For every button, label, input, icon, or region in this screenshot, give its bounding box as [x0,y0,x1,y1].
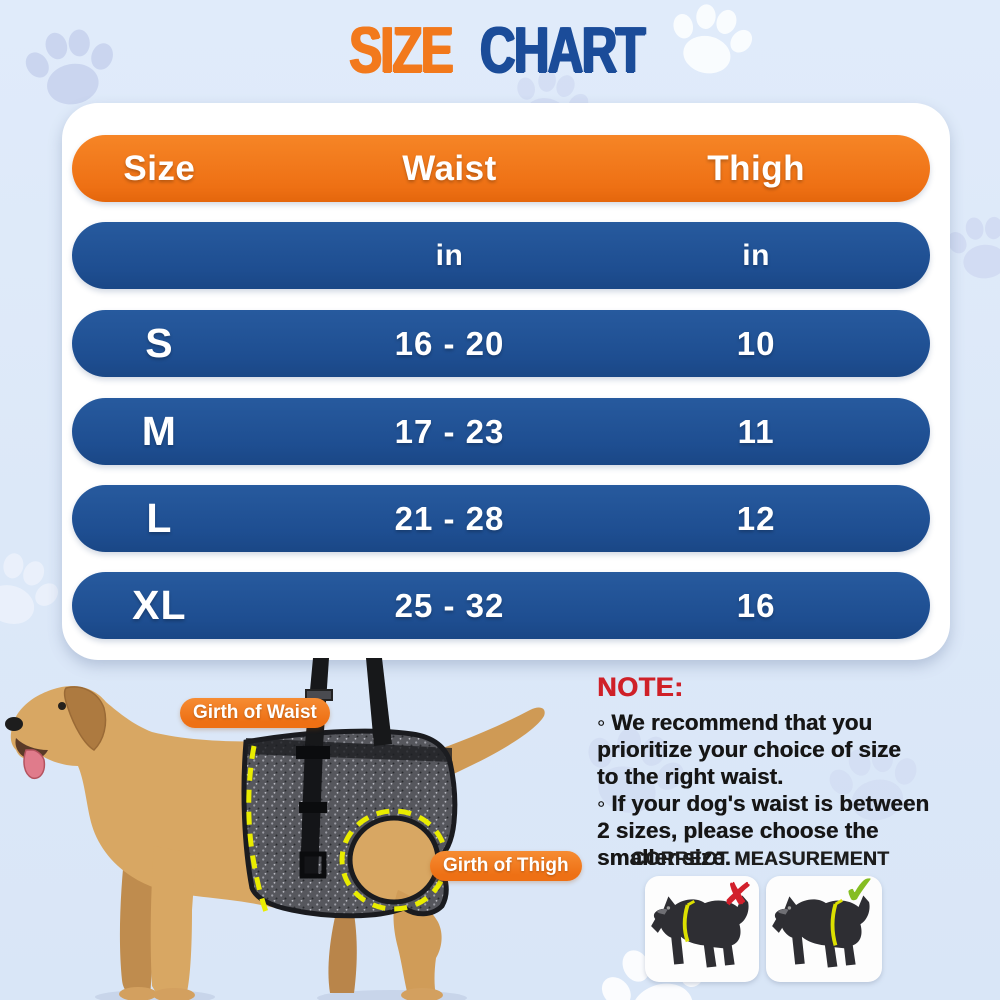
lift-strap [366,658,392,746]
strap-buckle [296,746,330,759]
check-mark-icon: ✔ [842,868,878,914]
dog-illustration [5,658,545,1000]
dog-thigh [346,814,437,904]
paw-print-icon [941,205,1000,290]
dog-paw [401,988,443,1000]
strap-buckle [299,802,327,813]
paw-print-icon [0,533,72,646]
header-cell-size: Size [123,148,196,188]
size-cell: S [145,320,174,366]
table-row-m: M 17 - 23 11 [72,398,930,465]
table-header-row: Size Waist Thigh [72,135,930,202]
note-line: prioritize your choice of size [597,737,901,762]
table-row-s: S 16 - 20 10 [72,310,930,377]
size-chart-title: SIZE CHART [0,14,1000,87]
note-heading: NOTE: [597,672,684,702]
title-word-chart: CHART [479,13,646,86]
measurement-card-correct: ✔ [766,869,882,982]
dog-nose [5,717,23,731]
dog-paw [153,988,195,1000]
unit-cell-thigh: in [742,238,770,272]
unit-cell-waist: in [435,238,464,272]
dog-rear-leg [393,890,442,996]
dog-front-leg [150,846,196,996]
title-word-size: SIZE [349,13,453,86]
size-table-panel: Size Waist Thigh in in S 16 - 20 10 M 17… [62,103,950,660]
schnauzer-illustration [768,882,878,978]
waist-girth-badge: Girth of Waist [180,698,330,728]
waist-girth-line [246,745,269,913]
table-row-xl: XL 25 - 32 16 [72,572,930,639]
size-cell: XL [132,582,187,628]
waist-cell: 21 - 28 [394,499,505,537]
note-line: smaller size. [597,845,731,870]
measuring-tape-end [834,898,843,906]
note-line: ◦ If your dog's waist is between [597,791,930,816]
strap-loop [299,851,327,879]
waist-cell: 17 - 23 [394,412,505,450]
wrong-mark-icon: ✘ [720,874,753,916]
dog-eye [58,702,66,710]
waist-cell: 16 - 20 [394,324,505,362]
note-section: NOTE: ◦ We recommend that you prioritize… [597,672,929,871]
table-row-l: L 21 - 28 12 [72,485,930,552]
measurement-heading: CORRECT MEASUREMENT [630,848,890,870]
size-cell: M [141,408,177,454]
measurement-card-wrong: ✘ [645,874,759,982]
table-unit-row: in in [72,222,930,289]
header-cell-thigh: Thigh [707,148,805,188]
dog-harness-photo [0,650,600,1000]
waist-cell: 25 - 32 [394,586,505,624]
measuring-tape-end [686,899,696,907]
thigh-cell: 10 [736,324,776,362]
thigh-girth-badge: Girth of Thigh [430,851,582,881]
dog-rear-leg-far [328,902,357,993]
note-line: to the right waist. [597,764,784,789]
thigh-cell: 12 [736,499,776,537]
size-cell: L [146,495,173,541]
note-line: 2 sizes, please choose the [597,818,879,843]
header-cell-waist: Waist [402,148,497,188]
dog-paw [119,987,157,1000]
dog-ear [63,686,107,751]
thigh-cell: 16 [736,586,776,624]
note-line: ◦ We recommend that you [597,710,873,735]
thigh-cell: 11 [737,412,775,450]
dog-tongue [23,749,46,780]
measuring-tape-line [830,903,838,946]
